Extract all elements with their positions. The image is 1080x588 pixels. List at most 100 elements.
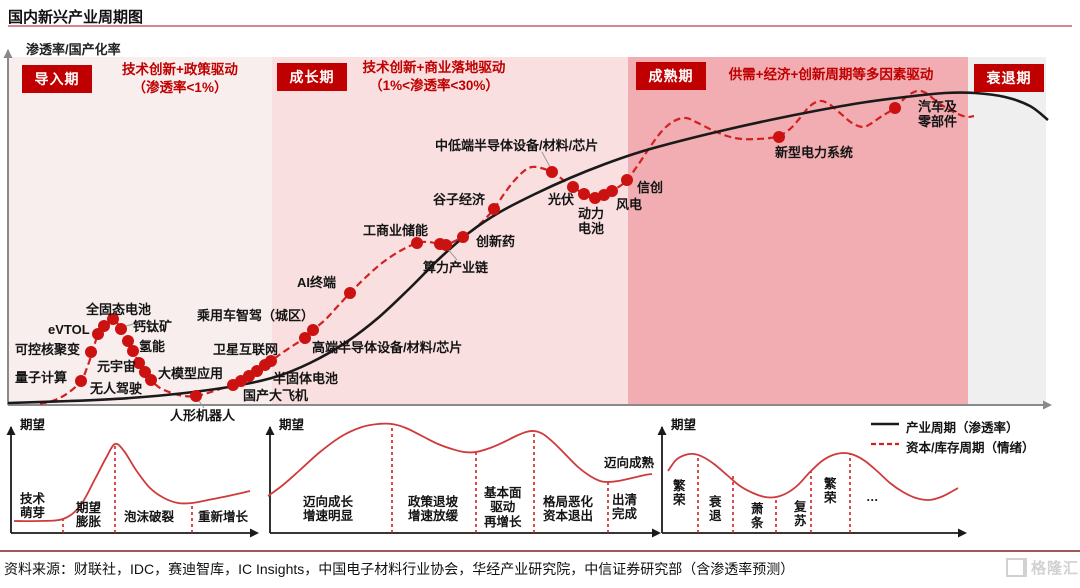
industry-label: eVTOL — [48, 322, 90, 337]
data-point — [265, 355, 277, 367]
phase-band-2 — [628, 57, 968, 404]
stage-label: 重新增长 — [198, 510, 249, 524]
title-rule — [8, 25, 1072, 27]
data-point — [773, 131, 785, 143]
industry-label: 动力 电池 — [578, 206, 605, 236]
legend-entry-0: 产业周期（渗透率） — [906, 421, 1019, 435]
industry-label: 全固态电池 — [86, 302, 152, 317]
industry-label: 信创 — [637, 180, 664, 195]
industry-label: 谷子经济 — [433, 192, 486, 207]
stage-label: 繁 荣 — [824, 477, 837, 506]
data-point — [98, 320, 110, 332]
data-point — [75, 375, 87, 387]
industry-label: 新型电力系统 — [775, 145, 854, 160]
stage-label: 衰 退 — [709, 495, 722, 524]
mini-y-axis-label: 期望 — [20, 418, 46, 432]
data-point — [411, 237, 423, 249]
main-y-axis-label: 渗透率/国产化率 — [26, 42, 121, 57]
stage-label: 复 苏 — [794, 500, 807, 529]
phase-band-3 — [968, 57, 1046, 404]
label-leader-line — [541, 151, 552, 170]
data-point — [488, 203, 500, 215]
stage-label: 迈向成熟 — [604, 456, 655, 470]
phase-description-1: 技术创新+商业落地驱动 （1%<渗透率<30%） — [362, 60, 506, 93]
industry-label: 可控核聚变 — [15, 342, 81, 357]
expectation-curve — [267, 422, 653, 497]
stage-label: 格局恶化 资本退出 — [543, 495, 594, 524]
legend-entry-1: 资本/库存周期（情绪） — [906, 441, 1035, 455]
data-point — [85, 346, 97, 358]
watermark-text: 格隆汇 — [1031, 560, 1080, 577]
data-point — [190, 390, 202, 402]
industry-label: 中低端半导体设备/材料/芯片 — [435, 138, 599, 153]
stage-label: 萧 条 — [751, 502, 764, 531]
data-point — [235, 375, 247, 387]
industry-label: 大模型应用 — [158, 366, 224, 381]
industry-label: 氢能 — [139, 339, 166, 354]
data-point — [457, 231, 469, 243]
industry-label: 风电 — [616, 197, 643, 212]
data-point — [344, 287, 356, 299]
industry-label: 量子计算 — [15, 370, 68, 385]
stage-label: 期望 膨胀 — [76, 501, 102, 530]
stage-label: 技术 萌芽 — [20, 492, 46, 521]
stage-label: … — [866, 490, 879, 504]
axis-arrow-icon — [265, 426, 275, 435]
data-point — [578, 188, 590, 200]
data-point — [434, 238, 446, 250]
industry-label: 人形机器人 — [170, 408, 236, 423]
expectation-curve — [13, 442, 251, 523]
axis-arrow-icon — [1043, 400, 1052, 410]
data-point — [567, 181, 579, 193]
data-point — [115, 323, 127, 335]
industry-label: 高端半导体设备/材料/芯片 — [312, 340, 463, 355]
phase-description-2: 供需+经济+创新周期等多因素驱动 — [728, 67, 934, 82]
data-point — [307, 324, 319, 336]
industry-label: 元宇宙 — [97, 359, 137, 374]
axis-arrow-icon — [657, 426, 667, 435]
data-point — [299, 332, 311, 344]
data-point — [122, 335, 134, 347]
stage-label: 出清 完成 — [612, 493, 638, 522]
phase-badge-1: 成长期 — [277, 63, 347, 91]
industry-label: 乘用车智驾（城区） — [197, 308, 315, 323]
axis-arrow-icon — [3, 49, 13, 58]
industry-label: 无人驾驶 — [90, 381, 143, 396]
industry-label: 光伏 — [548, 192, 575, 207]
stage-label: 基本面 驱动 再增长 — [484, 486, 522, 529]
data-point — [251, 365, 263, 377]
phase-band-0 — [8, 57, 272, 404]
phase-badge-0: 导入期 — [22, 65, 92, 93]
industry-label: 汽车及 零部件 — [918, 99, 958, 129]
industry-cycle-curve — [7, 91, 1049, 405]
industry-label: 算力产业链 — [423, 260, 489, 275]
stage-label: 政策退坡 增速放缓 — [408, 495, 459, 524]
footer-rule — [0, 550, 1080, 552]
phase-description-0: 技术创新+政策驱动 （渗透率<1%） — [122, 62, 238, 95]
stage-label: 泡沫破裂 — [124, 510, 175, 524]
axis-arrow-icon — [958, 528, 967, 538]
gelonghui-icon — [1006, 558, 1027, 577]
mini-y-axis-label: 期望 — [671, 418, 697, 432]
data-point — [107, 313, 119, 325]
stage-label: 迈向成长 增速明显 — [303, 495, 354, 524]
mini-y-axis-label: 期望 — [279, 418, 305, 432]
data-point — [133, 357, 145, 369]
phase-badge-2: 成熟期 — [636, 62, 706, 90]
data-point — [621, 174, 633, 186]
data-point — [145, 374, 157, 386]
data-point — [127, 345, 139, 357]
axis-arrow-icon — [6, 426, 16, 435]
data-point — [546, 166, 558, 178]
data-point — [889, 102, 901, 114]
industry-label: AI终端 — [297, 275, 337, 290]
expectation-curve — [667, 452, 959, 501]
industry-label: 国产大飞机 — [243, 388, 309, 403]
industry-label: 创新药 — [476, 234, 516, 249]
watermark-logo: 格隆汇 — [1006, 557, 1079, 578]
industry-label: 半固体电池 — [273, 371, 339, 386]
page-title: 国内新兴产业周期图 — [8, 9, 144, 26]
industry-label: 工商业储能 — [363, 223, 429, 238]
